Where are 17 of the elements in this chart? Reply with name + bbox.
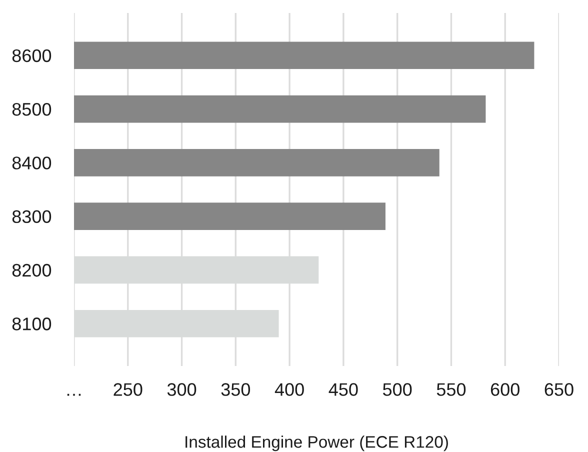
y-tick-label: 8100	[12, 318, 52, 330]
x-tick-label: 500	[382, 383, 412, 396]
x-tick-label: 350	[221, 383, 250, 396]
x-tick-label: …	[67, 394, 81, 396]
y-tick-label: 8300	[12, 210, 52, 224]
x-tick-label: 300	[167, 383, 196, 396]
x-tick-label: 250	[114, 383, 142, 396]
y-tick-label: 8200	[12, 264, 52, 277]
x-tick-label: 400	[274, 383, 304, 396]
x-axis-title: Installed Engine Power (ECE R120)	[186, 436, 448, 452]
x-tick-label: 550	[436, 383, 466, 396]
x-tick-label: 650	[544, 383, 574, 396]
x-tick-label: 600	[490, 383, 520, 396]
x-tick-label: 450	[328, 383, 358, 396]
y-tick-label: 8600	[12, 49, 52, 62]
y-tick-label: 8400	[12, 156, 52, 170]
y-tick-label: 8500	[12, 102, 52, 116]
